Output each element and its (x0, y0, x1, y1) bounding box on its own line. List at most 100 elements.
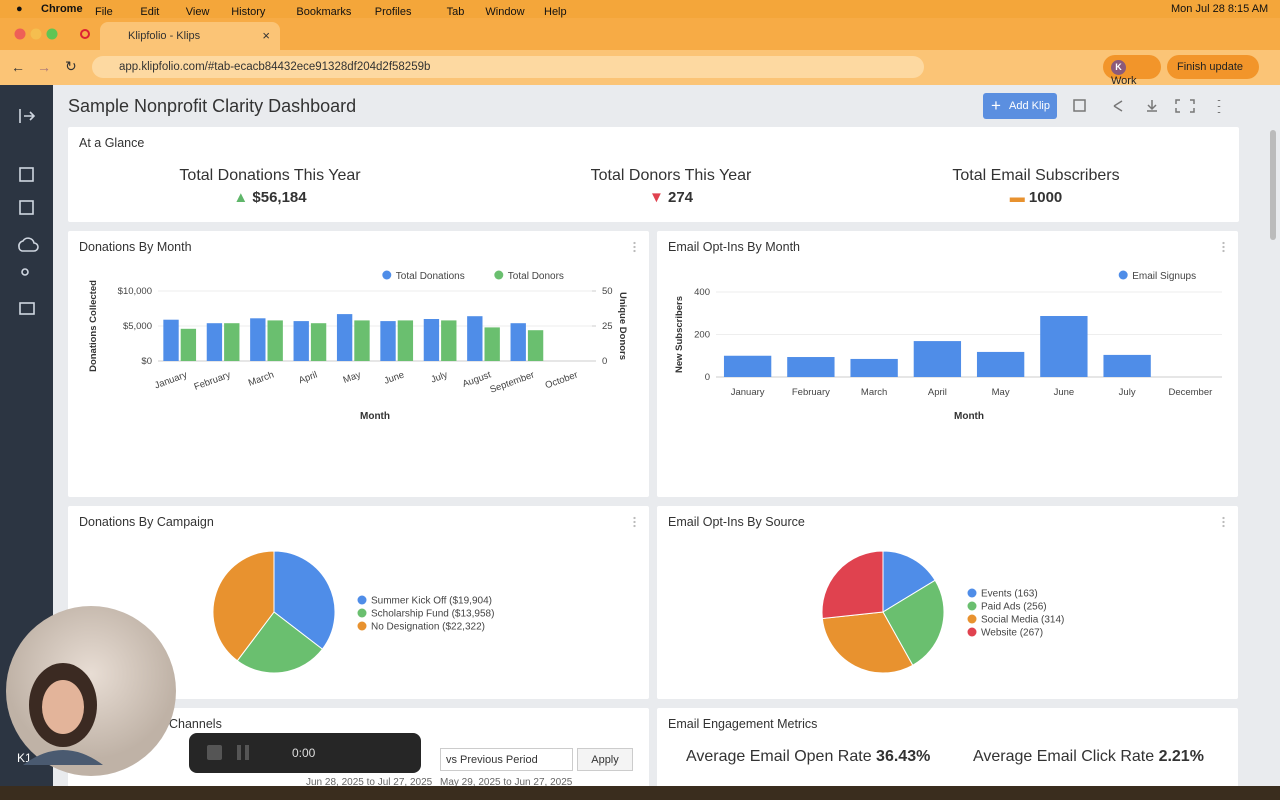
address-bar[interactable]: app.klipfolio.com/#tab-ecacb84432ece9132… (92, 56, 924, 78)
select-value: vs Previous Period (446, 754, 538, 766)
klip-menu[interactable] (1222, 241, 1225, 253)
x-tick-label: December (1168, 387, 1212, 398)
minimize-button[interactable] (30, 28, 42, 40)
y-tick-label: 0 (705, 372, 710, 383)
browser-tab[interactable]: Klipfolio - Klips × (100, 22, 280, 50)
bar (336, 314, 353, 361)
comparison-select[interactable]: vs Previous Period (440, 748, 573, 771)
dashboard-actions (1073, 99, 1221, 113)
layout-button[interactable] (1073, 99, 1086, 112)
url-text: app.klipfolio.com/#tab-ecacb84432ece9132… (119, 61, 431, 73)
klip-menu[interactable] (633, 516, 636, 528)
dashboard-icon[interactable] (19, 167, 34, 182)
apply-button[interactable]: Apply (577, 748, 633, 771)
y2-tick-label: 25 (602, 321, 613, 332)
update-button[interactable]: Finish update (1167, 55, 1259, 79)
reload-button[interactable]: ↻ (65, 58, 77, 74)
kpi-label: Total Email Subscribers (952, 167, 1120, 184)
bar (224, 323, 240, 361)
expand-icon[interactable] (19, 109, 36, 123)
share-button[interactable] (1113, 100, 1123, 112)
users-icon[interactable] (21, 268, 29, 276)
menu-item[interactable]: Help (544, 6, 567, 18)
y2-tick-label: 0 (602, 356, 607, 367)
legend-label: Summer Kick Off ($19,904) (371, 596, 492, 607)
close-button[interactable] (14, 28, 26, 40)
menu-item[interactable]: File (95, 6, 113, 18)
chart: Summer Kick Off ($19,904) Scholarship Fun… (212, 550, 494, 674)
bar (1040, 316, 1088, 377)
desktop-background (0, 786, 1280, 800)
y-axis-title: New Subscribers (674, 296, 685, 373)
profile-name: Work (1111, 75, 1137, 87)
metric: Average Email Open Rate 36.43% (686, 748, 930, 766)
menu-item[interactable]: Tab (446, 6, 465, 18)
pie-slice (821, 550, 884, 620)
panel-title: Email Opt-Ins By Source (668, 515, 805, 529)
zoom-button[interactable] (46, 28, 58, 40)
admin-icon[interactable] (19, 302, 35, 315)
tab-close[interactable]: × (262, 28, 270, 43)
data-icon[interactable] (18, 237, 39, 252)
legend-swatch (494, 270, 504, 280)
kpi: Total Donors This Year ▼ 274 (521, 167, 821, 206)
sidebar-icons (18, 109, 39, 315)
download-button[interactable] (1147, 100, 1157, 112)
klip-panel: Email Engagement Metrics Average Email O… (657, 708, 1238, 788)
pause-button[interactable] (237, 745, 249, 760)
klips-icon[interactable] (19, 200, 34, 215)
metric-value: 2.21% (1158, 748, 1204, 765)
kpi-label: Total Donors This Year (590, 167, 752, 184)
klip-menu[interactable] (633, 241, 636, 253)
legend-label: Scholarship Fund ($13,958) (371, 609, 494, 620)
kpi-value-row: ▲ $56,184 (120, 189, 420, 206)
bar (850, 358, 898, 377)
add-klip-button[interactable]: + Add Klip (983, 93, 1057, 119)
menu-item[interactable]: Window (485, 6, 525, 18)
pie-slice (236, 611, 324, 674)
back-button[interactable]: ← (11, 59, 25, 75)
legend-swatch (967, 627, 977, 637)
legend-label: Social Media (314) (981, 615, 1064, 626)
x-tick-label: March (247, 369, 276, 388)
menu-item[interactable]: Bookmarks (296, 6, 352, 18)
menu-item[interactable]: Edit (140, 6, 160, 18)
profile-initial: K (1111, 60, 1126, 75)
apple-menu[interactable]: ● (16, 3, 23, 15)
metric-label: Average Email Click Rate (973, 748, 1155, 765)
panel-title: Channels (169, 717, 222, 731)
pie-slice (212, 550, 275, 662)
legend-swatch (357, 621, 367, 631)
kpi-value: $56,184 (252, 189, 307, 206)
chart: Events (163) Paid Ads (256) Social Media (… (821, 550, 1064, 674)
metric: Average Email Click Rate 2.21% (973, 748, 1204, 766)
scrollbar[interactable] (1270, 130, 1276, 240)
y2-axis-title: Unique Donors (617, 292, 628, 360)
recorder-toolbar: 0:00 (189, 733, 421, 773)
menu-item[interactable]: Profiles (374, 6, 412, 18)
x-tick-label: June (1054, 387, 1075, 398)
x-axis-title: Month (360, 411, 390, 422)
forward-button[interactable]: → (37, 59, 51, 75)
bar (510, 323, 526, 361)
klip-panel: Email Opt-Ins By Source Events (163) Paid … (657, 506, 1238, 699)
x-tick-label: January (153, 369, 189, 391)
profile-button[interactable]: KWork (1103, 55, 1161, 87)
fullscreen-button[interactable] (1175, 99, 1195, 113)
x-tick-label: February (792, 387, 830, 398)
klip-menu[interactable] (1222, 516, 1225, 528)
menu-item[interactable]: View (185, 6, 210, 18)
x-tick-label: July (429, 369, 449, 385)
down-arrow: ▼ (648, 189, 664, 206)
date-range: Jun 28, 2025 to Jul 27, 2025 (306, 777, 433, 788)
legend-label: No Designation ($22,322) (371, 622, 485, 633)
x-tick-label: September (488, 369, 535, 395)
app-menu[interactable]: Chrome (41, 3, 83, 15)
webcam-face (42, 680, 84, 734)
bar (1103, 354, 1151, 377)
legend-label: Total Donors (508, 271, 564, 282)
clock: Mon Jul 28 8:15 AM (1171, 3, 1269, 15)
menu-item[interactable]: History (231, 6, 266, 18)
stop-button[interactable] (207, 745, 222, 760)
